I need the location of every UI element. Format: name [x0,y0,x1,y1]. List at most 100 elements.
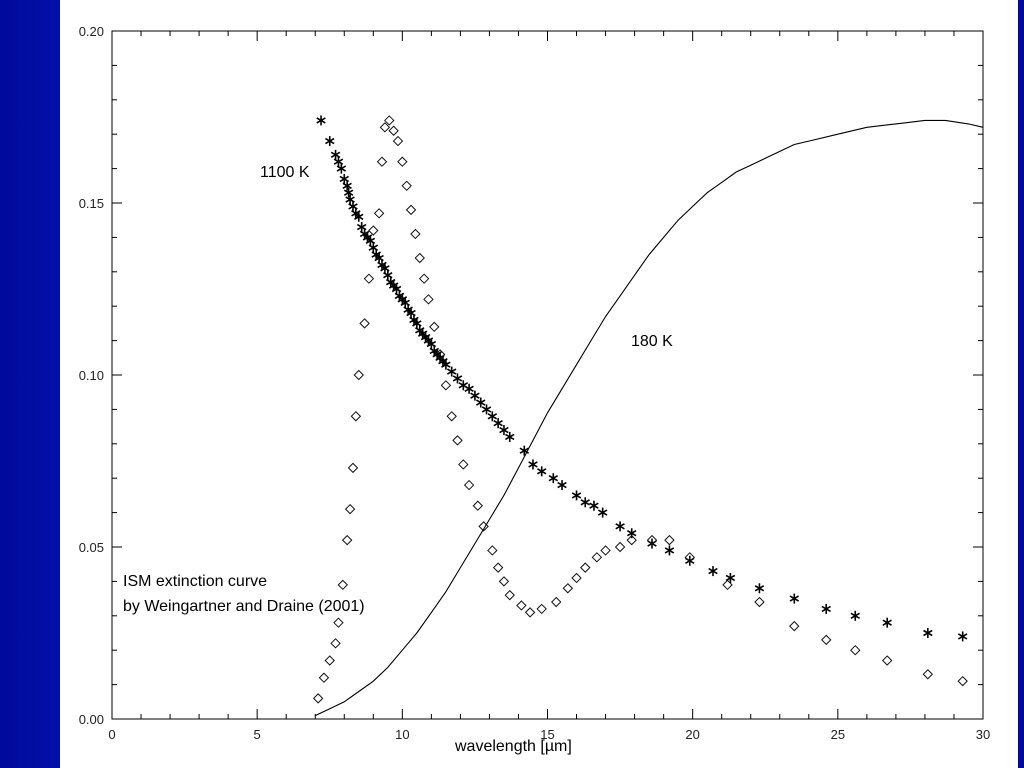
asterisk-point [391,284,402,294]
y-tick-label: 0.10 [79,368,104,383]
diamond-point [600,545,611,556]
x-tick-label: 5 [254,727,261,742]
diamond-point [373,208,385,219]
plot-frame [111,30,984,720]
diamond-point [458,459,469,470]
diamond-point [754,596,765,608]
diamond-point [359,318,370,329]
diamond-point [472,500,484,511]
diamond-point [463,479,475,491]
series-line [314,119,984,717]
asterisk-point [708,566,718,577]
plot-panel [60,0,1018,768]
y-tick-label: 0.20 [79,24,104,39]
asterisk-point [464,383,474,394]
diamond-point [318,672,330,683]
asterisk-point [487,411,498,422]
asterisk-point [475,397,486,408]
annotation-1100k: 1100 K [260,164,310,181]
diamond-point [418,273,430,284]
annotation-ism-line2: by Weingartner and Draine (2001) [123,598,365,615]
diamond-point [551,596,562,608]
asterisk-point [548,473,559,484]
y-tick-label: 0.15 [79,196,104,211]
diamond-point [368,225,379,236]
asterisk-point [333,156,344,167]
asterisk-point [339,173,349,184]
asterisk-point [664,545,675,556]
asterisk-point [821,603,831,614]
diamond-point [376,156,388,167]
y-tick-label: 0.00 [79,712,104,727]
asterisk-point [336,163,347,174]
diamond-point [341,534,353,546]
ticks [111,30,984,720]
asterisk-point [957,631,968,642]
asterisk-point [325,136,335,147]
asterisk-point [365,235,376,246]
diamond-point [580,562,591,573]
x-axis-label: wavelength [µm] [454,738,572,755]
asterisk-point [406,308,416,319]
asterisk-point [356,222,367,233]
diamond-point [524,607,536,618]
asterisk-point [400,297,410,308]
diamond-point [324,655,335,666]
diamond-point [379,122,391,133]
diamond-point [363,273,375,284]
asterisk-point [348,201,358,212]
asterisk-point [342,180,352,191]
diamond-point [664,534,675,546]
diamond-point [881,655,893,666]
diamond-point [487,545,498,556]
data-series [312,115,984,717]
asterisk-point [470,390,480,401]
x-tick-label: 30 [976,727,990,742]
diamond-point [330,638,341,649]
series-asterisk [316,115,968,642]
asterisk-point [754,583,765,594]
diamond-point [429,321,440,333]
diamond-point [571,572,582,584]
diamond-point [344,503,356,515]
diamond-point [333,617,344,628]
line-180k [314,119,984,717]
x-tick-label: 20 [685,727,699,742]
diamond-point [614,541,626,553]
diamond-point [388,125,399,136]
y-tick-label: 0.05 [79,540,104,555]
diamond-point [722,579,733,591]
asterisk-point [615,521,625,532]
x-tick-label: 15 [540,727,554,742]
asterisk-point [383,270,393,281]
asterisk-point [923,628,933,638]
asterisk-point [626,528,637,539]
diamond-point [353,369,364,381]
asterisk-point [571,490,582,501]
asterisk-point [647,538,657,549]
asterisk-point [685,555,695,566]
annotation-180k: 180 K [631,333,673,350]
x-tick-label: 10 [395,727,409,742]
diamond-point [492,562,504,573]
diamond-point [591,552,603,563]
diamond-point [392,135,404,147]
diamond-point [821,634,832,646]
diamond-point [440,380,452,391]
asterisk-point [493,418,503,429]
asterisk-point [368,242,379,253]
diamond-point [498,576,510,587]
annotation-ism-line1: ISM extinction curve [123,573,267,590]
diamond-point [384,115,395,126]
diamond-point [684,552,695,563]
asterisk-point [499,425,509,436]
diamond-point [957,675,968,687]
diamond-point [337,579,349,591]
asterisk-point [441,359,451,370]
asterisk-point [330,149,341,160]
diamond-point [423,294,434,305]
diamond-point [401,180,412,192]
asterisk-point [446,366,457,377]
tick-labels: 0 5 10 15 20 25 30 0.00 0.05 0.10 0.15 0.20 [79,24,991,742]
